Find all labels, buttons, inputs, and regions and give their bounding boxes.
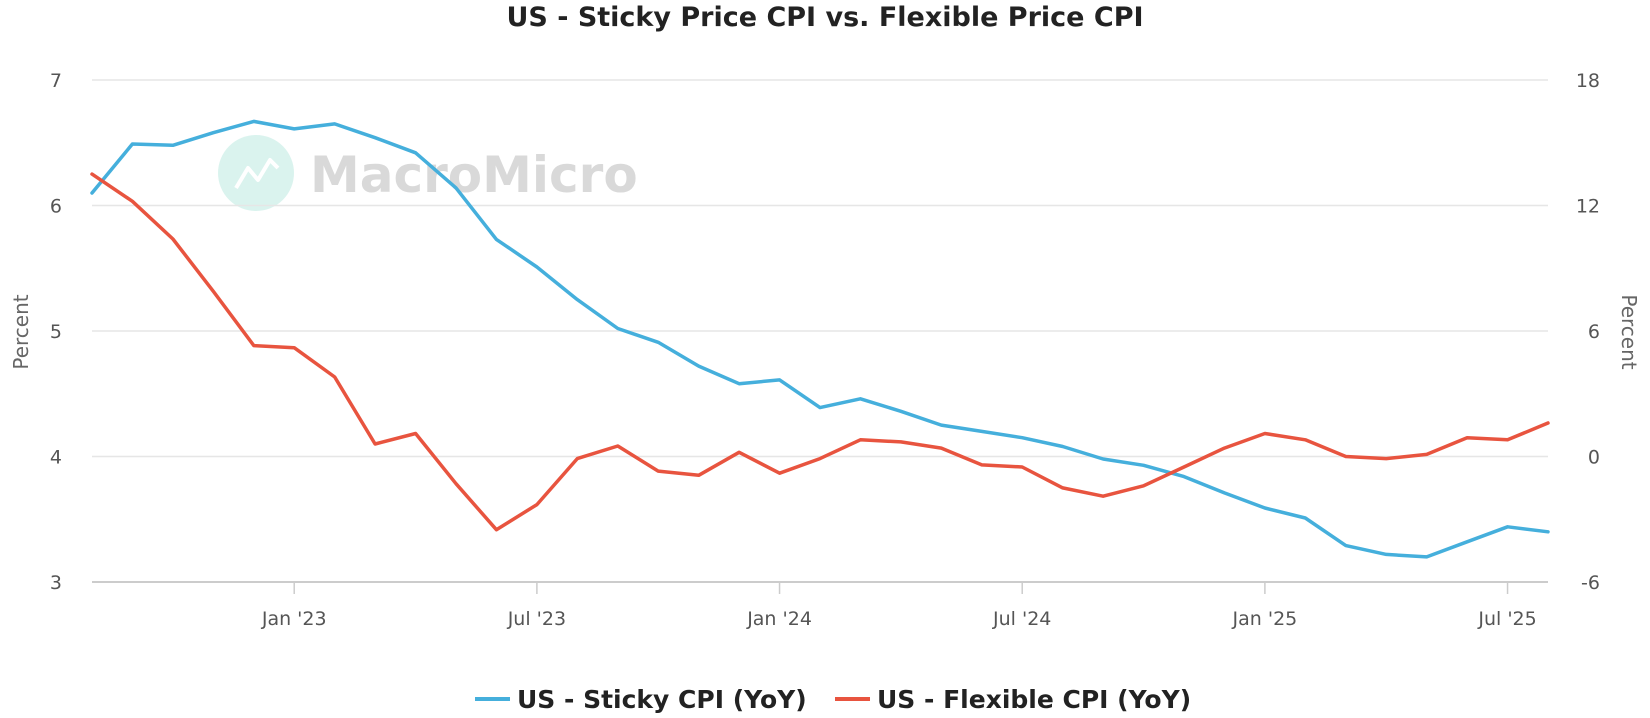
legend-label-sticky: US - Sticky CPI (YoY) [517,685,807,714]
left-axis-ticks: 3 4 5 6 7 [50,70,62,594]
left-tick-label: 5 [50,321,62,343]
left-axis-title: Percent [9,294,33,369]
legend-label-flexible: US - Flexible CPI (YoY) [877,685,1191,714]
right-tick-label: -6 [1581,572,1600,594]
legend[interactable]: US - Sticky CPI (YoY) US - Flexible CPI … [475,685,1191,714]
x-axis: Jan '23 Jul '23 Jan '24 Jul '24 Jan '25 Jul '… [261,582,1537,630]
x-tick-label: Jul '25 [1477,608,1536,630]
x-tick-label: Jan '23 [261,608,327,630]
x-tick-label: Jul '24 [992,608,1051,630]
watermark-text: MacroMicro [310,146,638,204]
right-tick-label: 12 [1576,196,1600,218]
left-tick-label: 6 [50,196,62,218]
legend-item-sticky[interactable]: US - Sticky CPI (YoY) [475,685,807,714]
right-tick-label: 6 [1588,321,1600,343]
macromicro-logo-icon [218,135,294,211]
chart-title: US - Sticky Price CPI vs. Flexible Price… [506,2,1143,33]
x-tick-label: Jan '25 [1232,608,1298,630]
left-tick-label: 7 [50,70,62,92]
series-line-flexible[interactable] [90,172,1550,532]
left-tick-label: 4 [50,447,62,469]
watermark: MacroMicro [218,135,638,211]
right-axis-title: Percent [1617,294,1641,369]
legend-item-flexible[interactable]: US - Flexible CPI (YoY) [835,685,1191,714]
right-tick-label: 18 [1576,70,1600,92]
gridlines [92,79,1548,583]
x-tick-label: Jan '24 [746,608,812,630]
series-line-sticky[interactable] [90,119,1550,559]
series-layer [90,119,1550,559]
x-tick-label: Jul '23 [507,608,566,630]
left-tick-label: 3 [50,572,62,594]
right-tick-label: 0 [1588,447,1600,469]
right-axis-ticks: -6 0 6 12 18 [1576,70,1600,594]
